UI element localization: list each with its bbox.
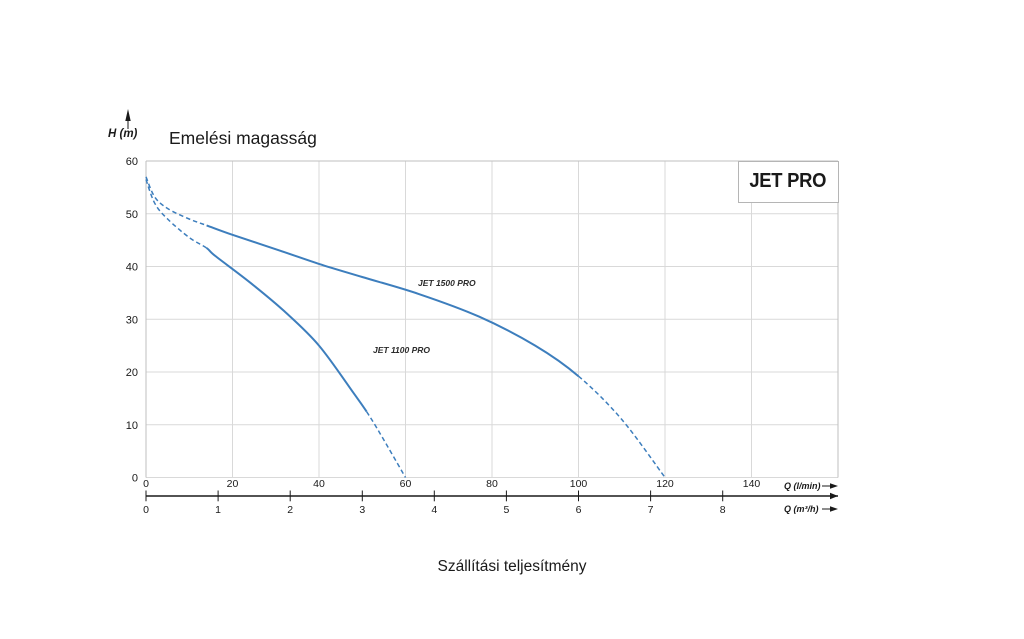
svg-text:50: 50	[126, 209, 138, 221]
svg-text:8: 8	[720, 504, 726, 516]
svg-text:0: 0	[143, 504, 149, 516]
svg-text:6: 6	[576, 504, 582, 516]
svg-text:2: 2	[287, 504, 293, 516]
svg-text:40: 40	[126, 262, 138, 274]
svg-text:30: 30	[126, 314, 138, 326]
svg-text:80: 80	[486, 478, 498, 490]
svg-text:20: 20	[227, 478, 239, 490]
svg-text:20: 20	[126, 367, 138, 379]
svg-text:1: 1	[215, 504, 221, 516]
svg-text:0: 0	[132, 473, 138, 485]
svg-text:140: 140	[743, 478, 761, 490]
svg-text:3: 3	[359, 504, 365, 516]
svg-text:7: 7	[648, 504, 654, 516]
svg-text:60: 60	[400, 478, 412, 490]
svg-text:60: 60	[126, 156, 138, 168]
svg-text:5: 5	[503, 504, 509, 516]
svg-text:4: 4	[431, 504, 437, 516]
svg-text:0: 0	[143, 478, 149, 490]
svg-text:10: 10	[126, 420, 138, 432]
svg-text:100: 100	[570, 478, 588, 490]
svg-text:40: 40	[313, 478, 325, 490]
svg-text:120: 120	[656, 478, 674, 490]
